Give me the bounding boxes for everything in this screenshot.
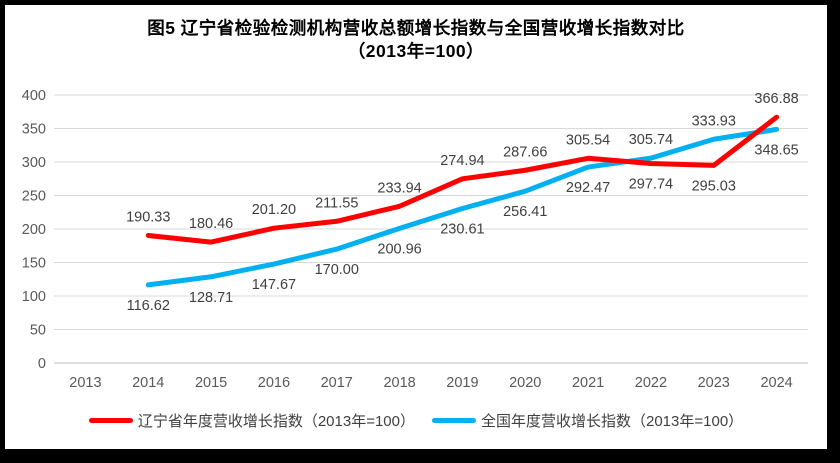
y-tick-label: 150 (22, 256, 46, 272)
x-tick-label: 2015 (195, 375, 227, 391)
data-label-national: 170.00 (315, 262, 359, 278)
data-label-liaoning: 201.20 (252, 202, 296, 218)
y-tick-label: 100 (22, 289, 46, 305)
x-tick-label: 2017 (321, 375, 353, 391)
legend-label-national: 全国年度营收增长指数（2013年=100） (481, 413, 744, 430)
data-label-liaoning: 233.94 (377, 180, 421, 196)
national-line-swatch-icon (432, 418, 476, 423)
data-label-national: 147.67 (252, 277, 296, 293)
series-line-liaoning (145, 114, 780, 245)
legend-item-national: 全国年度营收增长指数（2013年=100） (432, 410, 743, 431)
legend-item-liaoning: 辽宁省年度营收增长指数（2013年=100） (88, 410, 415, 431)
y-tick-label: 300 (22, 155, 46, 171)
chart-title-line-2: （2013年=100） (347, 41, 485, 61)
data-label-national: 116.62 (127, 298, 170, 314)
data-label-liaoning: 295.03 (692, 178, 736, 194)
data-label-liaoning: 287.66 (503, 144, 547, 160)
y-tick-label: 250 (22, 189, 46, 205)
data-label-liaoning: 305.54 (566, 132, 610, 148)
x-tick-label: 2020 (509, 375, 541, 391)
data-label-liaoning: 180.46 (189, 216, 233, 232)
x-tick-label: 2024 (760, 375, 792, 391)
data-label-national: 333.93 (692, 113, 736, 129)
data-label-liaoning: 274.94 (440, 153, 484, 169)
legend-label-liaoning: 辽宁省年度营收增长指数（2013年=100） (137, 413, 415, 430)
y-tick-label: 400 (22, 88, 46, 104)
x-tick-label: 2016 (258, 375, 290, 391)
data-label-national: 200.96 (377, 241, 421, 257)
chart-canvas: 图5 辽宁省检验检测机构营收总额增长指数与全国营收增长指数对比 （2013年=1… (5, 5, 827, 449)
data-label-national: 230.61 (440, 221, 484, 237)
series-line-national (145, 126, 780, 288)
data-label-liaoning: 366.88 (754, 91, 798, 107)
x-tick-label: 2022 (635, 375, 667, 391)
data-label-national: 305.74 (629, 132, 673, 148)
data-label-liaoning: 211.55 (315, 195, 358, 211)
data-label-national: 292.47 (566, 180, 610, 196)
data-label-liaoning: 190.33 (126, 209, 170, 225)
data-label-national: 348.65 (754, 142, 798, 158)
x-tick-label: 2023 (698, 375, 730, 391)
x-tick-label: 2019 (446, 375, 478, 391)
data-label-national: 256.41 (503, 204, 547, 220)
y-tick-label: 50 (30, 323, 46, 339)
x-tick-label: 2018 (383, 375, 415, 391)
legend: 辽宁省年度营收增长指数（2013年=100） 全国年度营收增长指数（2013年=… (5, 410, 827, 431)
y-tick-label: 350 (22, 122, 46, 138)
y-tick-label: 200 (22, 222, 46, 238)
liaoning-line-swatch-icon (88, 418, 133, 423)
x-tick-label: 2021 (572, 375, 604, 391)
x-tick-label: 2014 (132, 375, 164, 391)
x-tick-label: 2013 (69, 375, 101, 391)
line-chart-svg: 0 50 100 150 200 250 300 350 400 2013 2014 2015 2016… (22, 88, 808, 391)
chart-title-line-1: 图5 辽宁省检验检测机构营收总额增长指数与全国营收增长指数对比 (147, 18, 685, 38)
data-label-liaoning: 297.74 (629, 177, 673, 193)
data-label-national: 128.71 (189, 290, 233, 306)
chart-title: 图5 辽宁省检验检测机构营收总额增长指数与全国营收增长指数对比 （2013年=1… (5, 17, 827, 63)
y-tick-label: 0 (38, 356, 46, 372)
